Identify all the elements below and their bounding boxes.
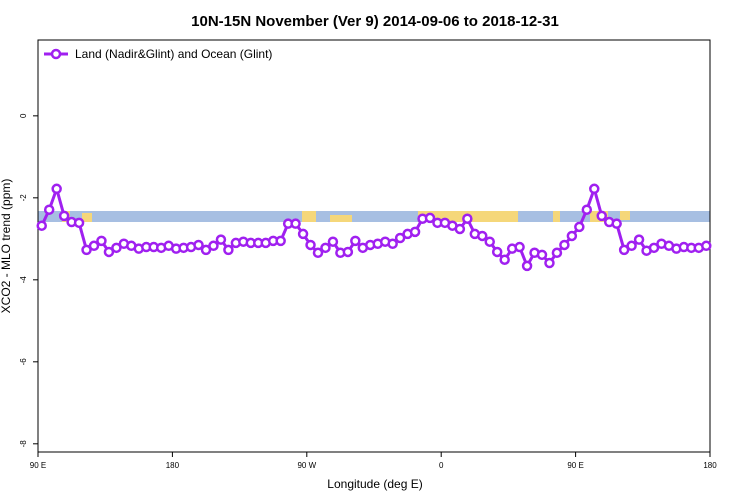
data-point bbox=[193, 239, 204, 251]
data-point bbox=[424, 212, 436, 224]
data-point bbox=[409, 226, 421, 238]
data-point bbox=[81, 244, 92, 256]
data-point bbox=[462, 213, 473, 224]
data-point bbox=[514, 241, 525, 253]
data-point bbox=[574, 221, 585, 233]
y-tick-label: -8 bbox=[19, 440, 28, 448]
data-point bbox=[484, 236, 495, 247]
x-tick-label: 180 bbox=[703, 461, 717, 470]
data-point bbox=[312, 247, 324, 259]
data-point bbox=[701, 240, 712, 252]
y-tick-label: 0 bbox=[19, 113, 28, 118]
data-point bbox=[215, 234, 227, 245]
data-point bbox=[223, 244, 234, 256]
legend-marker bbox=[50, 48, 62, 60]
data-point bbox=[297, 228, 309, 240]
data-point bbox=[521, 260, 533, 272]
data-point bbox=[305, 239, 316, 251]
y-axis-label: XCO2 - MLO trend (ppm) bbox=[0, 179, 13, 314]
data-point bbox=[566, 230, 578, 242]
data-point bbox=[200, 244, 212, 256]
data-point bbox=[58, 210, 70, 222]
data-point bbox=[103, 246, 115, 258]
data-point bbox=[454, 223, 466, 235]
data-point bbox=[275, 235, 286, 247]
data-point bbox=[208, 240, 219, 252]
data-point bbox=[633, 234, 645, 245]
x-tick-label: 180 bbox=[166, 461, 180, 470]
data-point bbox=[43, 204, 55, 215]
data-point bbox=[536, 249, 548, 261]
legend-label: Land (Nadir&Glint) and Ocean (Glint) bbox=[75, 47, 272, 61]
data-point bbox=[581, 204, 593, 215]
x-tick-label: 0 bbox=[439, 461, 444, 470]
chart-title: 10N-15N November (Ver 9) 2014-09-06 to 2… bbox=[191, 13, 559, 30]
data-point bbox=[626, 240, 637, 252]
data-point bbox=[477, 230, 488, 242]
data-point bbox=[551, 247, 563, 259]
y-tick-label: -2 bbox=[19, 194, 28, 202]
data-point bbox=[73, 217, 85, 229]
data-point bbox=[327, 236, 339, 247]
data-point bbox=[342, 246, 354, 258]
x-tick-label: 90 E bbox=[30, 461, 46, 470]
data-line bbox=[40, 183, 707, 270]
x-tick-label: 90 W bbox=[297, 461, 316, 470]
data-point bbox=[88, 240, 100, 252]
data-point bbox=[499, 254, 510, 265]
y-tick-label: -4 bbox=[19, 276, 28, 284]
x-axis-label: Longitude (deg E) bbox=[327, 477, 422, 491]
data-point bbox=[290, 218, 301, 229]
data-point bbox=[320, 242, 331, 254]
data-point bbox=[96, 235, 107, 247]
data-point bbox=[36, 220, 47, 231]
data-point bbox=[559, 239, 570, 251]
x-tick-label: 90 E bbox=[567, 461, 583, 470]
data-point bbox=[618, 244, 630, 256]
data-point bbox=[589, 183, 600, 195]
data-point bbox=[596, 210, 607, 222]
data-point bbox=[544, 257, 555, 269]
data-point bbox=[491, 246, 503, 258]
data-point bbox=[648, 242, 660, 254]
data-point bbox=[611, 218, 622, 229]
data-point bbox=[111, 242, 122, 254]
data-point bbox=[387, 238, 398, 249]
data-point bbox=[51, 183, 62, 195]
y-tick-label: -6 bbox=[19, 358, 28, 366]
data-point bbox=[394, 232, 406, 244]
data-point bbox=[350, 235, 361, 247]
